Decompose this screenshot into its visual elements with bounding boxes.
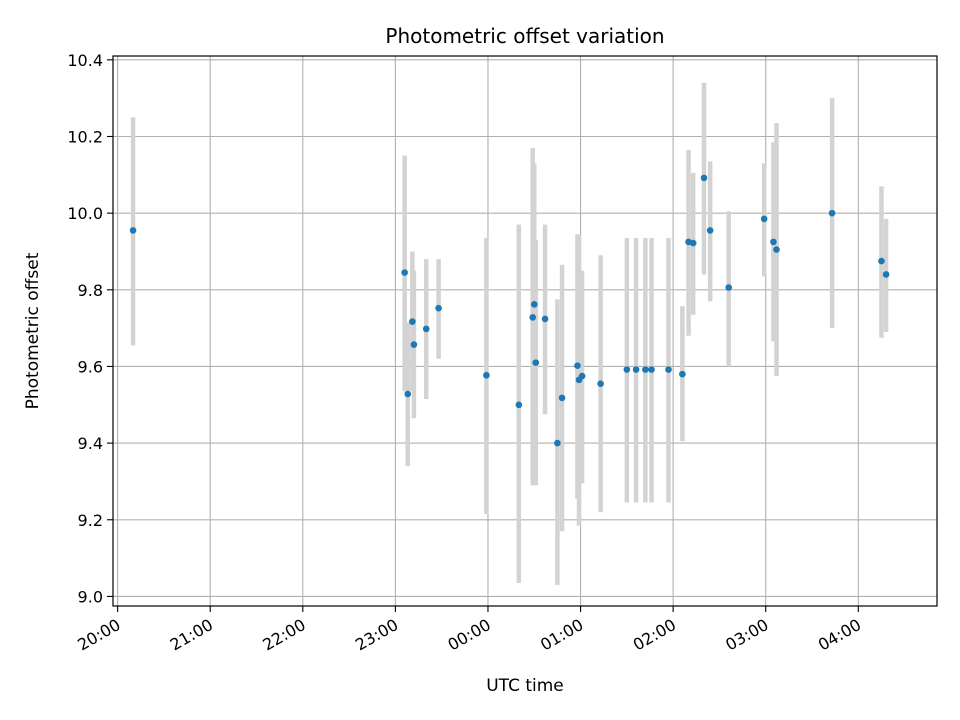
y-tick-label: 9.8: [78, 281, 103, 300]
data-point: [623, 366, 631, 373]
data-point: [554, 439, 561, 447]
data-point: [878, 257, 885, 265]
data-point: [679, 370, 686, 378]
data-point: [648, 366, 655, 373]
data-point: [574, 362, 581, 369]
data-point: [532, 359, 540, 366]
data-point: [558, 394, 566, 402]
y-tick-label: 10.4: [67, 51, 103, 70]
data-point: [642, 366, 649, 373]
data-point: [410, 341, 418, 348]
data-point: [404, 390, 412, 398]
data-point: [578, 372, 586, 380]
y-axis-title: Photometric offset: [23, 252, 43, 409]
x-axis-title: UTC time: [486, 676, 564, 696]
data-points: [129, 174, 890, 447]
data-point: [529, 314, 537, 321]
data-point: [129, 227, 137, 234]
data-point: [773, 246, 780, 253]
y-tick-label: 10.0: [67, 204, 103, 223]
data-point: [882, 271, 890, 278]
y-tick-label: 10.2: [67, 127, 103, 146]
data-point: [828, 209, 836, 217]
data-point: [770, 238, 777, 246]
data-point: [409, 318, 416, 325]
y-tick-label: 9.6: [78, 357, 103, 376]
data-point: [700, 174, 708, 182]
data-point: [515, 401, 523, 409]
plot-frame: [112, 55, 938, 607]
data-point: [689, 239, 697, 247]
data-point: [483, 371, 490, 379]
data-point: [597, 380, 604, 388]
data-point: [541, 315, 549, 323]
data-point: [422, 325, 430, 333]
data-point: [530, 301, 538, 308]
y-tick-label: 9.2: [78, 511, 103, 530]
y-tick-label: 9.4: [78, 434, 103, 453]
y-axis: 9.0 9.2 9.4 9.6 9.8 10.0 10.2 10.4: [67, 51, 113, 606]
data-point: [706, 227, 714, 234]
chart-title: Photometric offset variation: [385, 24, 664, 48]
data-point: [632, 366, 640, 373]
data-point: [401, 269, 408, 276]
data-point: [760, 215, 768, 223]
data-point: [665, 366, 672, 373]
y-tick-label: 9.0: [78, 587, 103, 606]
data-point: [435, 304, 442, 312]
data-point: [725, 284, 732, 291]
